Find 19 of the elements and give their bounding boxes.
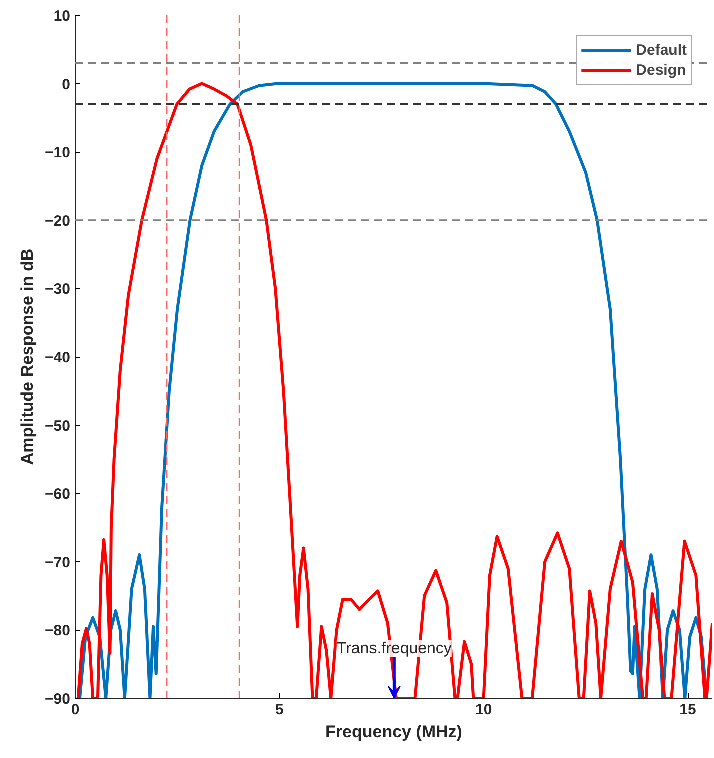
y-tick-label: −30 — [45, 281, 71, 298]
y-tick-label: −70 — [45, 554, 71, 572]
x-axis-title: Frequency (MHz) — [326, 722, 462, 742]
legend-label: Design — [636, 61, 686, 79]
y-tick-label: −50 — [45, 418, 71, 435]
x-tick-label: 5 — [275, 702, 284, 718]
x-tick-label: 15 — [680, 702, 696, 718]
annotation: Trans.frequency — [336, 640, 452, 658]
y-tick-label: −10 — [45, 144, 71, 162]
y-tick-label: −60 — [45, 486, 71, 504]
y-tick-label: −20 — [45, 212, 71, 230]
y-tick-label: 0 — [62, 76, 70, 94]
x-tick-label: 10 — [475, 702, 492, 718]
y-tick-label: 10 — [54, 8, 71, 25]
y-tick-label: −40 — [45, 350, 71, 366]
y-tick-label: −80 — [45, 622, 71, 640]
y-tick-label: −90 — [45, 691, 71, 708]
legend-label: Default — [636, 41, 687, 59]
y-axis-title: Amplitude Response in dB — [18, 248, 38, 466]
